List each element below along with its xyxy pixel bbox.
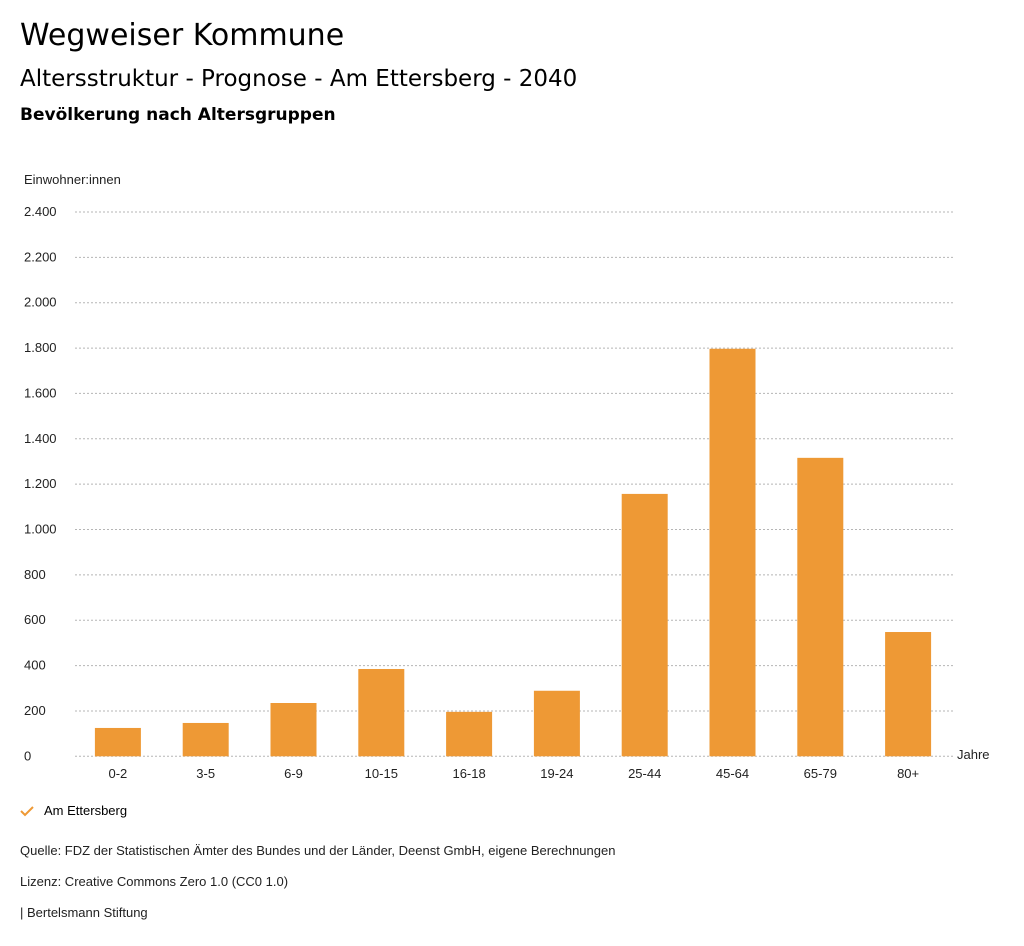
y-tick-label: 2.000 — [24, 295, 57, 310]
y-tick-label: 800 — [24, 567, 46, 582]
y-tick-label: 400 — [24, 658, 46, 673]
bar-6-9[interactable] — [270, 703, 317, 757]
legend-item[interactable]: Am Ettersberg — [20, 803, 127, 818]
bar-25-44[interactable] — [621, 493, 668, 757]
y-tick-label: 1.000 — [24, 522, 57, 537]
x-tick-label: 16-18 — [452, 766, 485, 781]
y-tick-label: 1.200 — [24, 476, 57, 491]
bar-65-79[interactable] — [797, 457, 844, 757]
x-tick-label: 3-5 — [196, 766, 215, 781]
y-tick-label: 1.400 — [24, 431, 57, 446]
bar-19-24[interactable] — [533, 690, 580, 757]
y-tick-label: 1.800 — [24, 340, 57, 355]
y-tick-label: 1.600 — [24, 385, 57, 400]
license-text: Lizenz: Creative Commons Zero 1.0 (CC0 1… — [20, 874, 289, 889]
bar-10-15[interactable] — [358, 668, 405, 757]
bar-3-5[interactable] — [182, 722, 229, 757]
bar-0-2[interactable] — [94, 727, 141, 757]
y-tick-label: 200 — [24, 703, 46, 718]
x-tick-label: 65-79 — [804, 766, 837, 781]
bar-45-64[interactable] — [709, 348, 756, 757]
app-title: Wegweiser Kommune — [20, 18, 345, 53]
x-axis-label: Jahre — [957, 747, 990, 762]
y-tick-label: 2.400 — [24, 204, 57, 219]
publisher-text: | Bertelsmann Stiftung — [20, 905, 148, 920]
bar-chart: Einwohner:innen Jahre 0 200 400 600 800 1.000… — [24, 172, 990, 781]
legend-label: Am Ettersberg — [44, 803, 128, 818]
x-tick-label: 19-24 — [540, 766, 573, 781]
chart-subtitle: Altersstruktur - Prognose - Am Ettersber… — [20, 66, 578, 92]
x-tick-label: 0-2 — [109, 766, 128, 781]
x-tick-label: 80+ — [897, 766, 919, 781]
x-tick-label: 25-44 — [628, 766, 661, 781]
bar-80+[interactable] — [885, 632, 932, 757]
y-tick-label: 2.200 — [24, 249, 57, 264]
x-tick-label: 10-15 — [365, 766, 398, 781]
chart-heading: Bevölkerung nach Altersgruppen — [20, 105, 336, 125]
check-icon — [20, 805, 34, 816]
source-text: Quelle: FDZ der Statistischen Ämter des … — [20, 843, 616, 858]
bar-16-18[interactable] — [446, 711, 493, 757]
y-tick-label: 0 — [24, 748, 31, 763]
x-tick-label: 6-9 — [284, 766, 303, 781]
y-axis-label: Einwohner:innen — [24, 172, 121, 187]
y-tick-label: 600 — [24, 612, 46, 627]
x-tick-label: 45-64 — [716, 766, 749, 781]
